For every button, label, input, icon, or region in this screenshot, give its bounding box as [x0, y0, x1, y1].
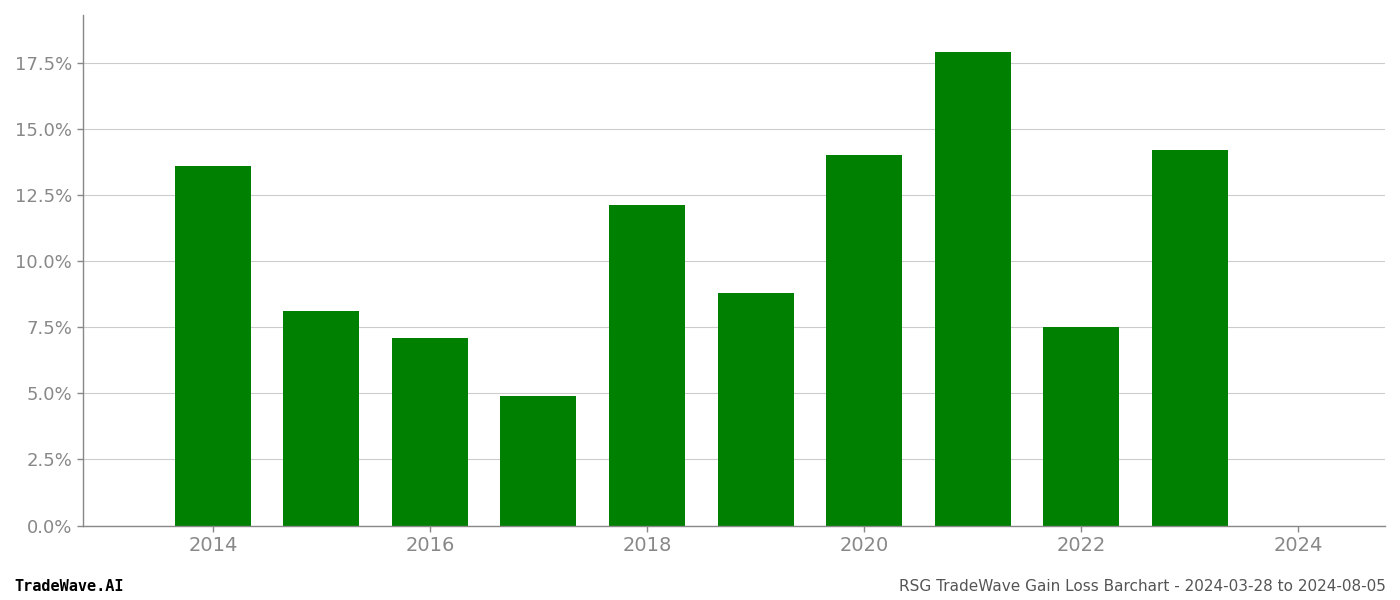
Bar: [1152, 150, 1228, 526]
Text: RSG TradeWave Gain Loss Barchart - 2024-03-28 to 2024-08-05: RSG TradeWave Gain Loss Barchart - 2024-…: [899, 579, 1386, 594]
Text: TradeWave.AI: TradeWave.AI: [14, 579, 123, 594]
Bar: [718, 293, 794, 526]
Bar: [175, 166, 251, 526]
Bar: [1043, 327, 1119, 526]
Bar: [500, 396, 577, 526]
Bar: [392, 338, 468, 526]
Bar: [609, 205, 685, 526]
Bar: [826, 155, 902, 526]
Bar: [283, 311, 360, 526]
Bar: [935, 52, 1011, 526]
